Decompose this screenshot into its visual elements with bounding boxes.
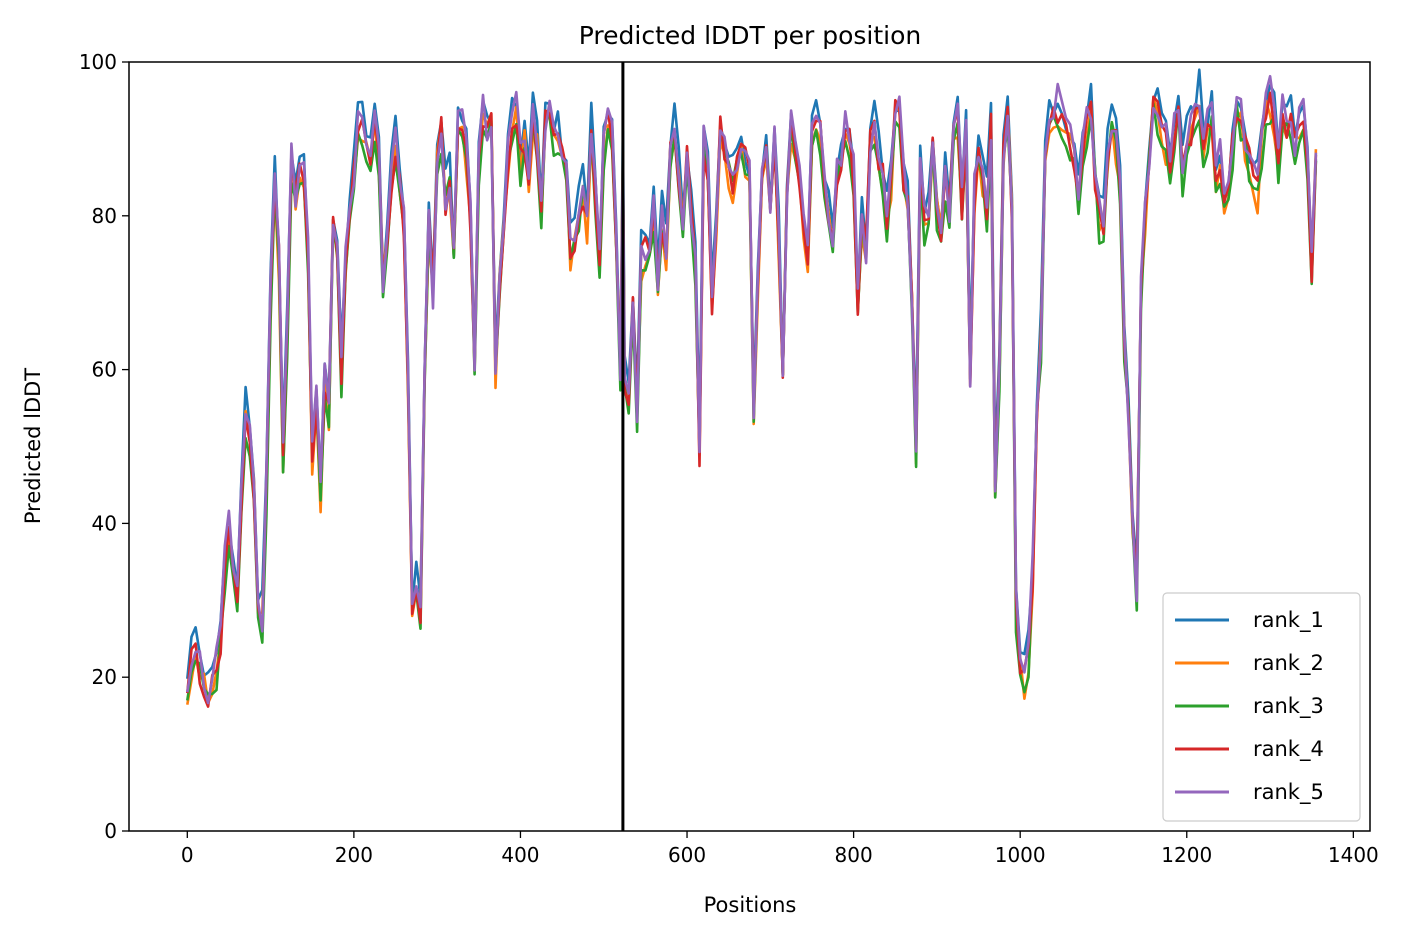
y-tick-label: 20 xyxy=(92,665,117,689)
x-tick-label: 800 xyxy=(835,843,873,867)
legend-label: rank_3 xyxy=(1253,694,1324,719)
x-tick-label: 200 xyxy=(335,843,373,867)
x-tick-label: 0 xyxy=(181,843,194,867)
x-axis-title: Positions xyxy=(704,893,797,917)
plot-area xyxy=(186,62,1318,831)
legend-label: rank_4 xyxy=(1253,737,1324,762)
x-tick-label: 1000 xyxy=(995,843,1046,867)
legend-label: rank_1 xyxy=(1253,608,1324,633)
plot-frame xyxy=(128,61,1371,832)
legend-label: rank_2 xyxy=(1253,651,1324,676)
y-axis: 0 20 40 60 80 100 xyxy=(79,50,129,843)
x-tick-label: 1200 xyxy=(1161,843,1212,867)
y-tick-label: 80 xyxy=(92,204,117,228)
y-axis-title: Predicted lDDT xyxy=(21,368,45,524)
y-tick-label: 60 xyxy=(92,358,117,382)
y-tick-label: 100 xyxy=(79,50,117,74)
legend: rank_1 rank_2 rank_3 rank_4 rank_5 xyxy=(1162,592,1361,822)
legend-label: rank_5 xyxy=(1253,780,1324,805)
x-tick-label: 1400 xyxy=(1328,843,1379,867)
x-tick-label: 600 xyxy=(668,843,706,867)
y-tick-label: 40 xyxy=(92,511,117,535)
x-axis: 0 200 400 600 800 1000 1200 1400 xyxy=(181,831,1379,867)
y-tick-label: 0 xyxy=(104,819,117,843)
x-tick-label: 400 xyxy=(501,843,539,867)
series-line-rank_5 xyxy=(186,74,1318,705)
legend-box xyxy=(1162,592,1361,822)
chart-title: Predicted lDDT per position xyxy=(579,21,921,50)
